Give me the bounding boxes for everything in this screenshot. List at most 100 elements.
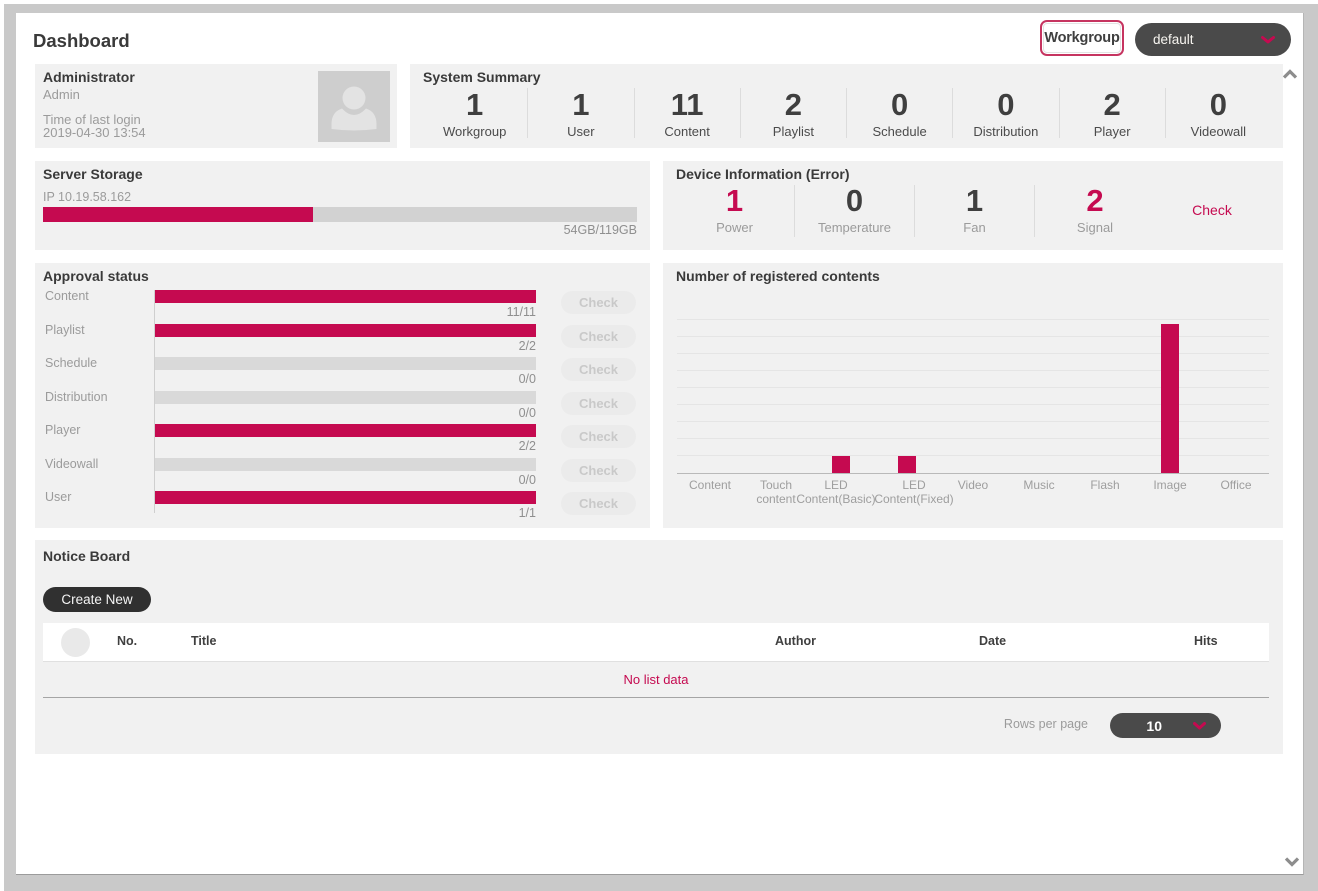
approval-row-label: Player [45,423,81,437]
empty-list-message: No list data [623,672,689,687]
chart-category-label: Music [1023,478,1055,492]
approval-bar-track [154,357,536,370]
stat-label: Temperature [818,220,891,235]
scroll-up-icon[interactable] [1282,69,1298,80]
stat-value: 0 [1209,87,1227,122]
stat-value: 0 [891,87,909,122]
approval-row-label: Distribution [45,389,108,404]
stat-label: User [567,124,595,139]
device-stat: 2 Signal [1035,185,1155,237]
approval-row-label: Playlist [45,322,85,337]
chart-category-label: Office [1220,478,1252,492]
approval-row-label: User [45,490,72,504]
stat-label: Schedule [872,124,927,139]
storage-progress-fill [43,207,313,222]
server-ip: IP 10.19.58.162 [43,190,132,204]
device-stat: 0 Temperature [795,185,915,237]
administrator-username: Admin [43,87,80,102]
storage-usage-label: 54GB/119GB [563,223,637,237]
approval-bar-track [154,424,536,437]
chart-category-labels: Content Touch content LED Content(Basic) LED C… [677,478,1269,507]
approval-check-button[interactable]: Check [561,425,636,448]
approval-bar-fill [154,491,536,504]
table-bottom-divider [43,697,1269,698]
approval-row: Playlist 2/2 Check [35,322,650,358]
approval-row: Schedule 0/0 Check [35,357,650,391]
column-header-hits: Hits [1194,634,1218,648]
device-stat: 1 Fan [915,185,1035,237]
chevron-down-icon [1193,722,1206,730]
summary-stat: 2 Playlist [741,88,847,138]
server-storage-title: Server Storage [43,166,143,182]
approval-row: Distribution 0/0 Check [35,389,650,425]
approval-bar-track [154,491,536,504]
approval-row-value: 0/0 [518,405,536,420]
chart-gridline [677,319,1269,320]
notice-board-title: Notice Board [43,548,131,564]
stat-label: Distribution [973,124,1039,139]
approval-row-label: Content [45,289,89,303]
chart-bar [1161,324,1179,473]
chart-gridline [677,404,1269,405]
approval-check-button[interactable]: Check [561,324,636,348]
last-login-label: Time of last login [43,112,141,127]
approval-check-button[interactable]: Check [561,291,636,314]
approval-row-label: Schedule [45,356,98,370]
approval-row-value: 2/2 [518,338,536,353]
rows-per-page-label: Rows per page [1003,717,1088,731]
rows-per-page-value: 10 [1146,717,1162,734]
chart-bar [832,456,850,473]
device-information-title: Device Information (Error) [676,166,850,182]
system-summary-title: System Summary [423,69,541,85]
device-check-link[interactable]: Check [1192,202,1232,218]
chevron-down-icon [1261,36,1275,44]
device-stat: 1 Power [675,185,795,237]
stat-label: Fan [963,220,986,235]
chart-category-label: Flash [1090,478,1120,492]
summary-stat: 1 User [528,87,635,139]
approval-check-button[interactable]: Check [561,391,636,415]
workgroup-select[interactable]: default [1135,23,1291,56]
device-information-stats: 1 Power 0 Temperature 1 Fan 2 Signal [675,185,1155,237]
approval-row-value: 0/0 [518,372,536,386]
stat-label: Workgroup [442,124,507,139]
chart-gridline [677,455,1269,456]
chart-gridline [677,438,1269,439]
stat-label: Videowall [1190,124,1247,139]
approval-check-button[interactable]: Check [561,492,636,515]
approval-row-value: 0/0 [518,472,536,487]
scroll-down-icon[interactable] [1284,856,1300,867]
approval-axis-line [154,290,155,513]
stat-value: 1 [572,87,590,122]
administrator-title: Administrator [43,69,135,85]
select-all-circle[interactable] [61,628,90,657]
stat-value: 0 [845,183,864,218]
workgroup-button[interactable]: Workgroup [1040,20,1124,56]
column-header-no: No. [117,634,138,648]
stat-value: 2 [784,87,802,122]
approval-bar-fill [154,290,536,303]
summary-stat: 11 Content [635,88,741,138]
approval-bar-track [154,390,536,404]
chart-category-label: Video [957,478,989,492]
approval-row-value: 1/1 [518,506,536,520]
column-header-date: Date [979,634,1007,648]
chart-gridline [677,421,1269,422]
stat-value: 0 [997,87,1015,122]
chart-category-label: Content [688,478,732,492]
rows-per-page-select[interactable]: 10 [1110,713,1221,738]
approval-check-button[interactable]: Check [561,358,636,381]
chart-gridline [677,336,1269,337]
chart-category-label: LED Content(Fixed) [874,478,954,506]
workgroup-select-value: default [1153,32,1194,47]
user-avatar-icon [318,71,390,142]
stat-value: 2 [1086,183,1104,218]
approval-check-button[interactable]: Check [561,458,636,482]
registered-contents-title: Number of registered contents [676,268,880,284]
chart-gridline [677,387,1269,388]
registered-contents-panel [663,263,1283,528]
create-new-button[interactable]: Create New [43,587,151,612]
approval-row-value: 11/11 [506,305,536,319]
table-header-divider [43,661,1269,662]
